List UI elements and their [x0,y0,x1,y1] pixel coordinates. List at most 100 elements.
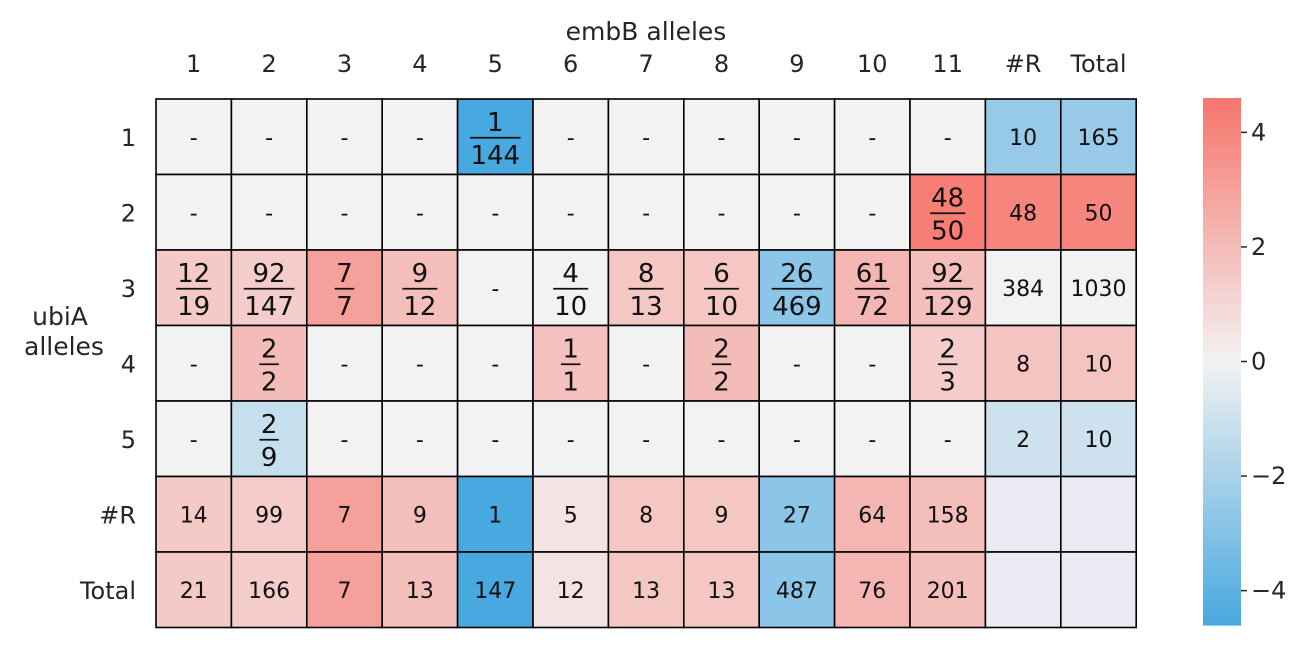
colorbar-segment [1203,278,1241,284]
cell-rect [758,324,836,402]
cell-numerator: 9 [412,259,429,289]
cell-rect [381,400,459,478]
colorbar-segment [1203,466,1241,472]
colorbar-segment [1203,313,1241,319]
colorbar-tick-label: 2 [1251,233,1266,261]
heatmap-cell: 165 [1060,98,1138,176]
heatmap-cell: 813 [607,249,685,327]
cell-rect [456,249,534,327]
cell-value: - [718,201,726,226]
colorbar-segment [1203,383,1241,389]
cell-value: - [491,201,499,226]
cell-value: 7 [338,579,352,604]
cell-rect [381,475,459,553]
colorbar-segment [1203,295,1241,301]
colorbar-segment [1203,392,1241,398]
heatmap-cell: - [607,98,685,176]
colorbar-segment [1203,462,1241,468]
heatmap-cell: 8 [607,475,685,553]
cell-denominator: 469 [772,292,822,322]
heatmap-cell: 166 [230,551,308,629]
heatmap-cell: - [155,173,233,251]
colorbar-segment [1203,357,1241,363]
cell-value: - [868,126,876,151]
cell-value: 8 [1016,352,1030,377]
heatmap-cell: - [230,98,308,176]
colorbar-segment [1203,414,1241,420]
heatmap-cell: - [381,173,459,251]
column-label: Total [1069,50,1126,78]
cell-denominator: 19 [177,292,210,322]
colorbar-segment [1203,598,1241,604]
cell-numerator: 2 [713,334,730,364]
heatmap-cell: 384 [984,249,1062,327]
column-label: 9 [789,50,804,78]
colorbar-segment [1203,168,1241,174]
heatmap-cell: - [758,324,836,402]
cell-value: 14 [180,503,208,528]
cell-value: 147 [474,579,516,604]
cell-value: 2 [1016,428,1030,453]
colorbar-segment [1203,409,1241,415]
cell-value: 201 [927,579,969,604]
heatmap-cell: 77 [305,249,383,327]
heatmap-cell: 13 [682,551,760,629]
cell-numerator: 26 [780,259,813,289]
cell-value: - [642,428,650,453]
colorbar-segment [1203,387,1241,393]
colorbar-segment [1203,159,1241,165]
y-axis-title: ubiA alleles [24,302,104,361]
heatmap-cell: 22 [682,324,760,402]
colorbar-segment [1203,106,1241,112]
colorbar-segment [1203,559,1241,565]
colorbar-segment [1203,611,1241,617]
cell-rect [230,324,308,402]
colorbar-segment [1203,102,1241,108]
cell-rect [682,475,760,553]
colorbar-segment [1203,396,1241,402]
row-label: 2 [121,199,136,227]
cell-value: - [642,352,650,377]
colorbar-segment [1203,550,1241,556]
cell-rect [1060,400,1138,478]
heatmap-cell: 12 [532,551,610,629]
colorbar-segment [1203,537,1241,543]
cell-value: 76 [858,579,886,604]
cell-rect [532,551,610,629]
cell-value: - [793,126,801,151]
cell-denominator: 10 [705,292,738,322]
column-label: 1 [186,50,201,78]
heatmap-cell: - [155,98,233,176]
heatmap-cell: - [155,324,233,402]
cell-value: - [416,352,424,377]
cell-denominator: 72 [856,292,889,322]
cell-rect [984,324,1062,402]
heatmap-cell: - [305,98,383,176]
colorbar-segment [1203,594,1241,600]
heatmap-cell: - [456,173,534,251]
colorbar-segment [1203,528,1241,534]
cell-value: - [190,201,198,226]
heatmap-cell: - [305,324,383,402]
cell-rect [456,400,534,478]
cell-value: 13 [406,579,434,604]
cell-rect [833,98,911,176]
cell-value: 1 [488,503,502,528]
colorbar-segment [1203,163,1241,169]
colorbar-segment [1203,374,1241,380]
row-label: 5 [121,426,136,454]
colorbar-segment [1203,190,1241,196]
colorbar-segment [1203,304,1241,310]
column-label: 4 [412,50,427,78]
column-label: 7 [638,50,653,78]
colorbar-segment [1203,440,1241,446]
cell-numerator: 7 [336,259,353,289]
colorbar-segment [1203,523,1241,529]
colorbar-segment [1203,607,1241,613]
colorbar-segment [1203,194,1241,200]
colorbar-segment [1203,532,1241,538]
